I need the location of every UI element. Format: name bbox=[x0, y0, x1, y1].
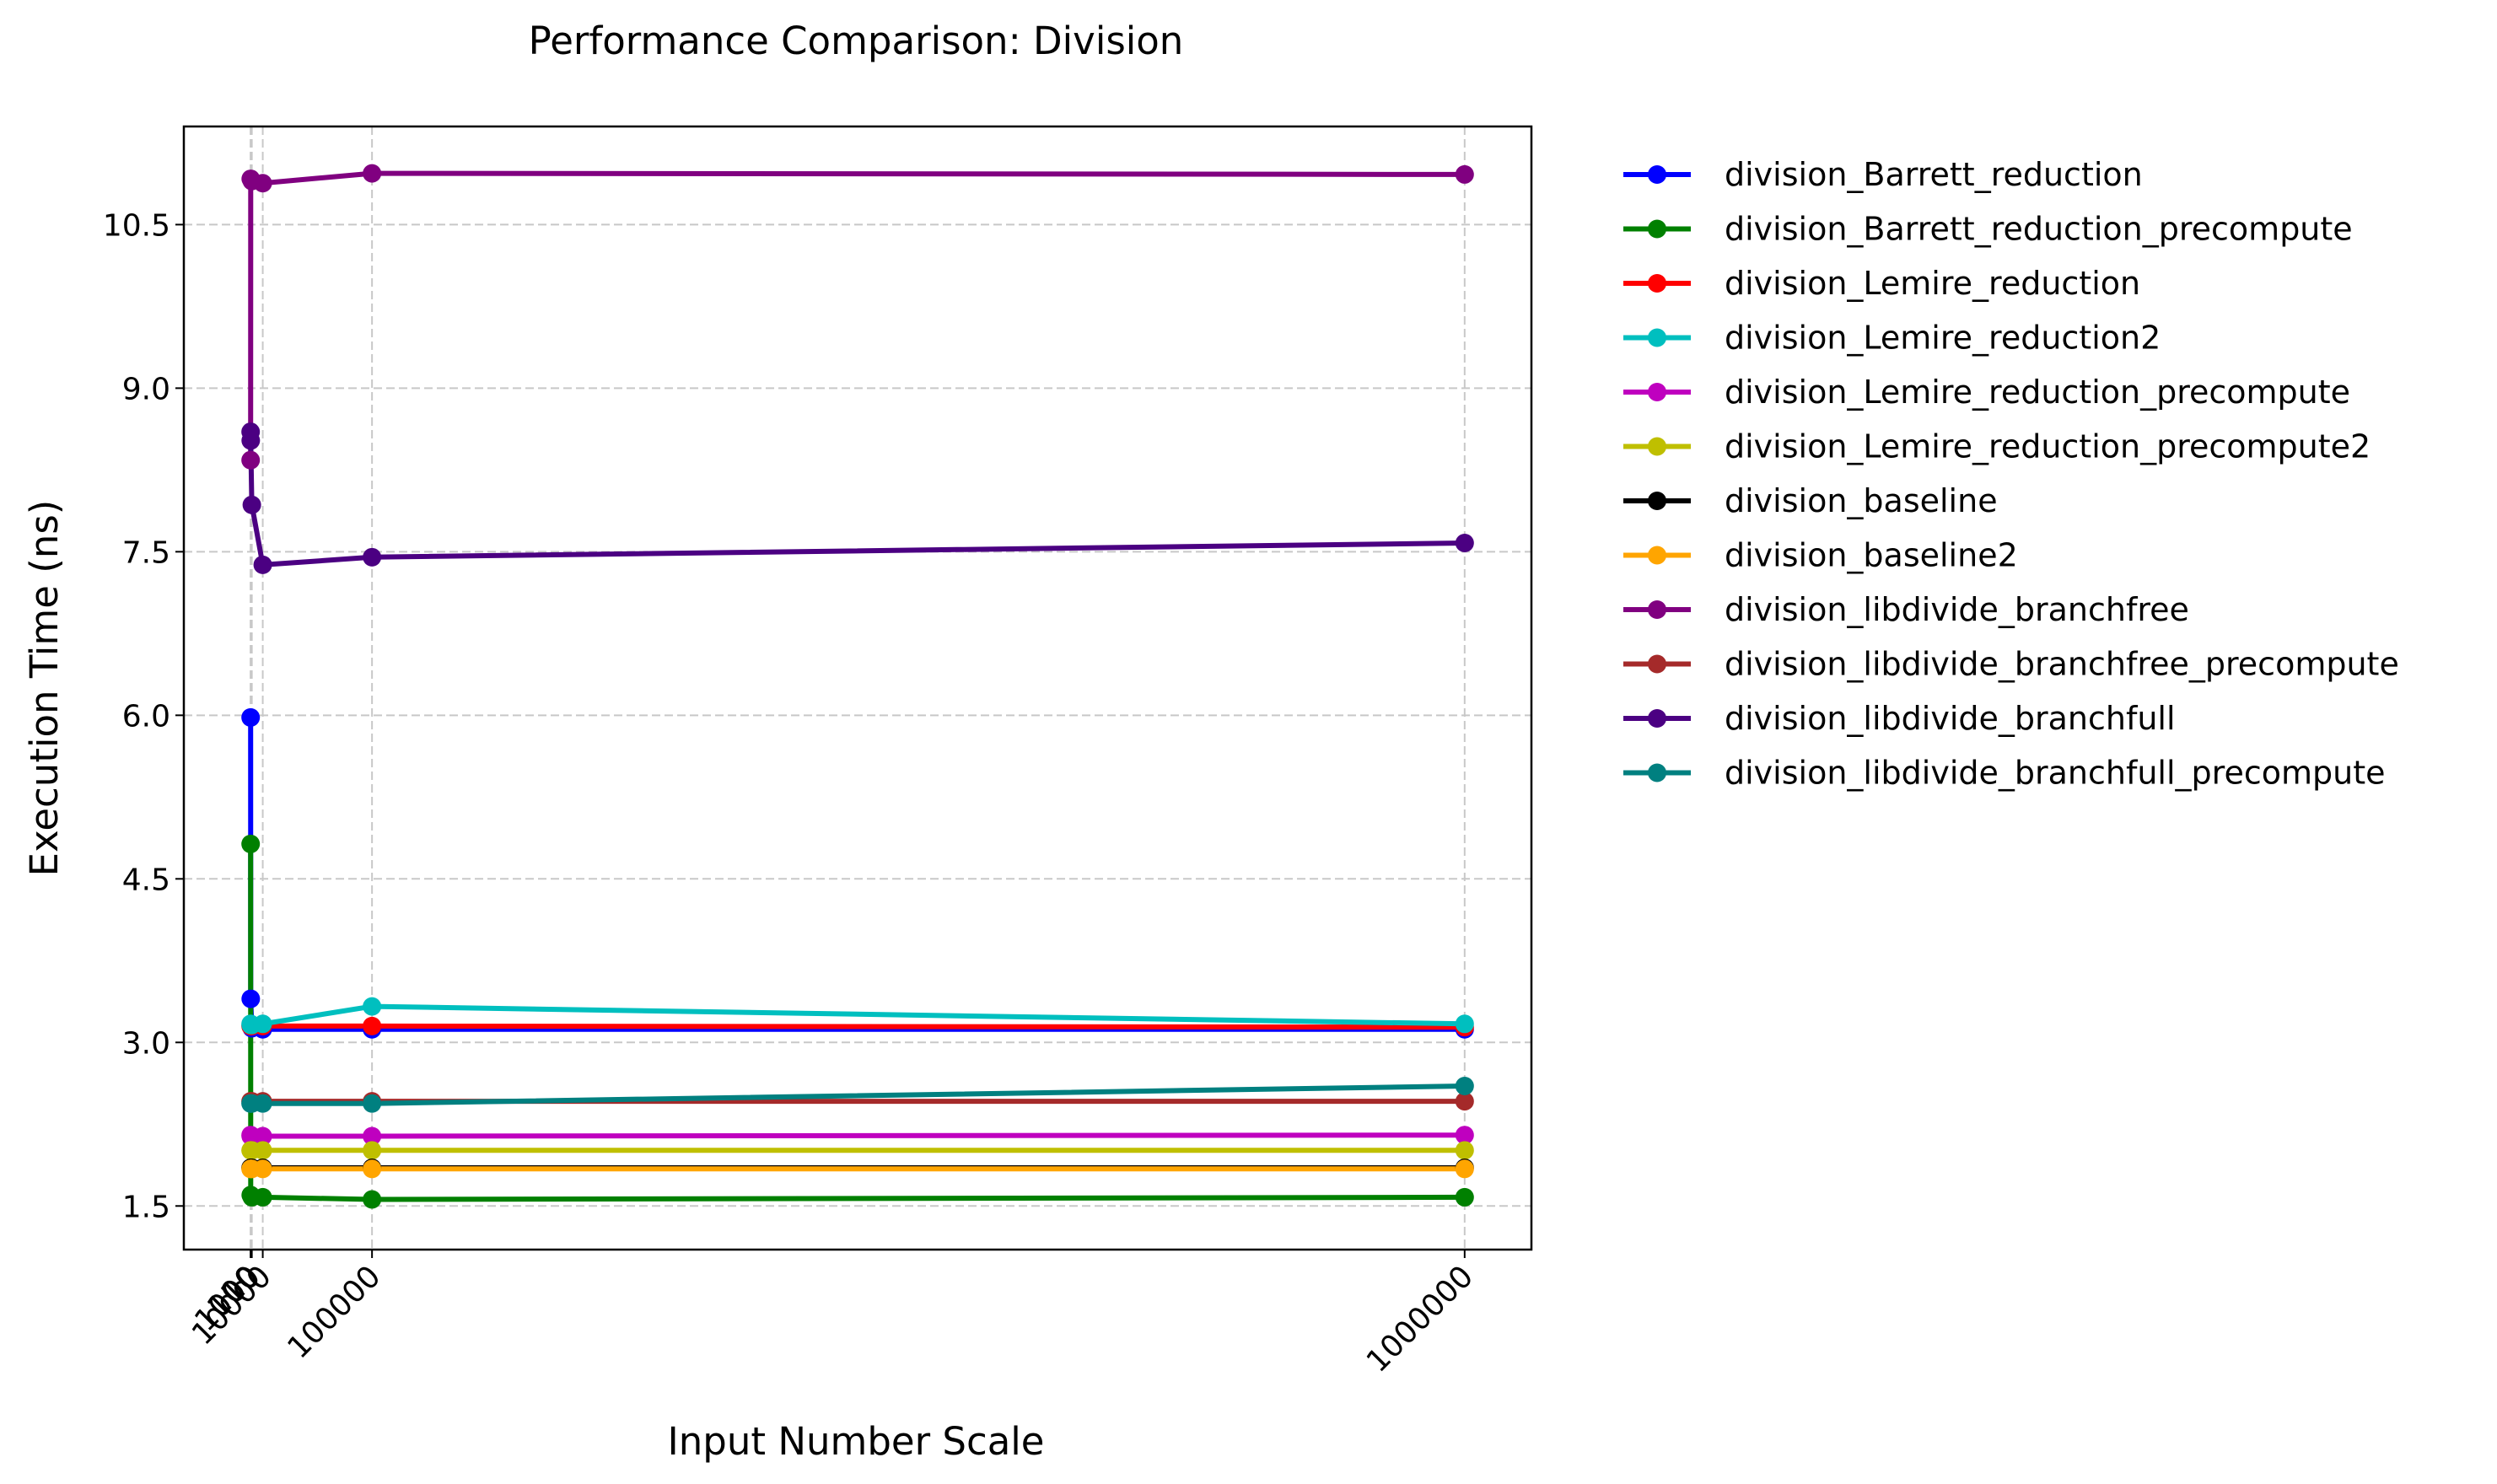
legend-marker bbox=[1648, 328, 1666, 347]
data-point bbox=[1455, 1126, 1474, 1145]
legend-marker bbox=[1648, 600, 1666, 619]
y-tick-label: 6.0 bbox=[122, 699, 170, 734]
legend-marker bbox=[1648, 165, 1666, 184]
series-line bbox=[248, 717, 1465, 1032]
data-point bbox=[363, 164, 382, 183]
legend: division_Barrett_reduction division_Barre… bbox=[1623, 156, 2399, 792]
legend-label: division_baseline2 bbox=[1725, 537, 2018, 574]
data-point bbox=[1455, 1077, 1474, 1096]
series-points bbox=[241, 164, 1474, 1209]
y-tick-label: 3.0 bbox=[122, 1026, 170, 1061]
data-point bbox=[1455, 1159, 1474, 1179]
legend-label: division_Barrett_reduction_precompute bbox=[1725, 211, 2353, 248]
data-point bbox=[242, 495, 261, 514]
data-point bbox=[241, 834, 261, 853]
data-point bbox=[253, 1094, 272, 1113]
y-tick-label: 7.5 bbox=[122, 535, 170, 570]
legend-marker bbox=[1648, 274, 1666, 293]
legend-marker bbox=[1648, 492, 1666, 510]
legend-label: division_Lemire_reduction bbox=[1725, 265, 2140, 302]
series-line bbox=[248, 1023, 1465, 1030]
data-point bbox=[253, 1126, 272, 1146]
legend-marker bbox=[1648, 654, 1666, 674]
legend-marker bbox=[1648, 383, 1666, 401]
data-point bbox=[253, 555, 272, 574]
data-point bbox=[1455, 1187, 1474, 1207]
data-point bbox=[363, 1190, 382, 1209]
chart-title: Performance Comparison: Division bbox=[529, 19, 1184, 63]
data-point bbox=[1455, 1141, 1474, 1160]
legend-marker bbox=[1648, 437, 1666, 456]
data-point bbox=[1455, 164, 1474, 184]
y-axis-label: Execution Time (ns) bbox=[22, 500, 67, 877]
legend-marker bbox=[1648, 546, 1666, 565]
y-tick-label: 1.5 bbox=[122, 1190, 170, 1224]
legend-label: division_Lemire_reduction_precompute2 bbox=[1725, 428, 2371, 465]
data-point bbox=[253, 1187, 272, 1207]
legend-marker bbox=[1648, 709, 1666, 728]
data-point bbox=[363, 1159, 382, 1179]
data-point bbox=[363, 1094, 382, 1113]
series-line bbox=[248, 432, 1465, 567]
data-point bbox=[253, 174, 272, 193]
legend-label: division_baseline bbox=[1725, 482, 1998, 519]
data-point bbox=[363, 1126, 382, 1146]
grid-lines bbox=[184, 126, 1531, 1250]
series-line bbox=[248, 170, 1465, 460]
x-tick-label: 100000 bbox=[281, 1259, 387, 1365]
legend-marker bbox=[1648, 763, 1666, 782]
data-point bbox=[1455, 534, 1474, 553]
data-point bbox=[363, 1016, 382, 1035]
legend-label: division_libdivide_branchfull bbox=[1725, 700, 2176, 737]
data-point bbox=[253, 1159, 272, 1179]
data-point bbox=[241, 707, 261, 727]
data-point bbox=[241, 431, 261, 450]
data-point bbox=[253, 1141, 272, 1160]
data-point bbox=[363, 547, 382, 567]
data-point bbox=[241, 450, 261, 470]
series-line bbox=[248, 1003, 1465, 1028]
plot-frame bbox=[182, 125, 1533, 1251]
x-tick-label: 1000000 bbox=[1360, 1259, 1480, 1379]
series-lines bbox=[248, 170, 1465, 1202]
data-point bbox=[241, 989, 261, 1008]
series-line bbox=[248, 1132, 1465, 1139]
legend-marker bbox=[1648, 219, 1666, 239]
x-axis-label: Input Number Scale bbox=[668, 1419, 1045, 1464]
legend-label: division_libdivide_branchfree_precompute bbox=[1725, 646, 2399, 683]
data-point bbox=[363, 1141, 382, 1160]
legend-label: division_Barrett_reduction bbox=[1725, 156, 2143, 193]
legend-label: division_Lemire_reduction2 bbox=[1725, 320, 2161, 357]
y-tick-label: 4.5 bbox=[122, 863, 170, 897]
data-point bbox=[253, 1014, 272, 1034]
legend-label: division_Lemire_reduction_precompute bbox=[1725, 374, 2350, 411]
legend-label: division_libdivide_branchfree bbox=[1725, 591, 2189, 628]
data-point bbox=[1455, 1092, 1474, 1111]
data-point bbox=[363, 997, 382, 1016]
legend-label: division_libdivide_branchfull_precompute bbox=[1725, 755, 2385, 792]
y-tick-label: 9.0 bbox=[122, 372, 170, 406]
y-tick-label: 10.5 bbox=[103, 208, 170, 243]
data-point bbox=[1455, 1014, 1474, 1034]
y-axis-ticks: 1.5 3.0 4.5 6.0 7.5 9.0 10.5 bbox=[103, 208, 184, 1224]
